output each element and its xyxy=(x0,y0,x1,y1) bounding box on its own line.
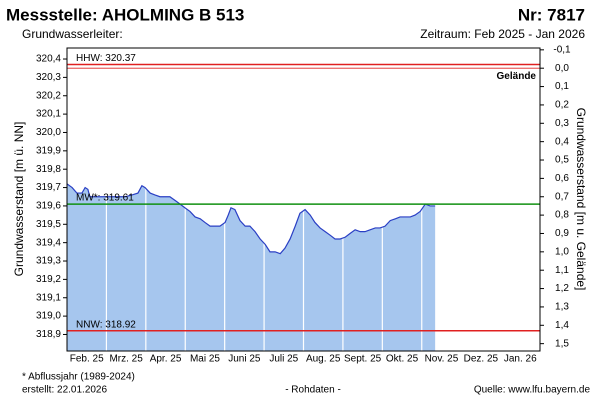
y-tick-label: 320,1 xyxy=(36,109,61,120)
y2-tick-label: 0,6 xyxy=(555,173,569,184)
area-line xyxy=(66,183,436,255)
x-tick-label: Dez. 25 xyxy=(464,354,499,365)
y-tick-label: 319,3 xyxy=(36,256,61,267)
ground-label: Gelände xyxy=(497,71,537,82)
y2-tick-label: 0,3 xyxy=(555,118,569,129)
y2-tick-label: 0,2 xyxy=(555,100,569,111)
y2-tick-label: 1,5 xyxy=(555,338,569,349)
y2-tick-label: 0,4 xyxy=(555,136,569,147)
y-tick-label: 318,9 xyxy=(36,329,61,340)
y2-tick-label: 0,5 xyxy=(555,155,569,166)
y2-tick-label: 0,0 xyxy=(555,63,569,74)
y2-axis-label: Grundwasserstand [m u. Gelände] xyxy=(574,108,588,291)
x-tick-label: Juni 25 xyxy=(228,354,261,365)
y2-tick-label: 0,7 xyxy=(555,191,569,202)
y2-tick-label: 1,2 xyxy=(555,283,569,294)
y-tick-label: 319,2 xyxy=(36,274,61,285)
reference-label: NNW: 318.92 xyxy=(76,319,136,330)
x-tick-label: Juli 25 xyxy=(269,354,298,365)
y-tick-label: 319,0 xyxy=(36,311,61,322)
station-number: Nr: 7817 xyxy=(518,5,585,24)
y2-tick-label: 1,3 xyxy=(555,302,569,313)
y-tick-label: 319,1 xyxy=(36,292,61,303)
y2-tick-label: 1,4 xyxy=(555,320,569,331)
x-tick-label: Okt. 25 xyxy=(386,354,419,365)
footnote: * Abflussjahr (1989-2024) xyxy=(22,372,135,383)
x-tick-label: Apr. 25 xyxy=(150,354,182,365)
y-tick-label: 319,7 xyxy=(36,182,61,193)
y-tick-label: 320,3 xyxy=(36,72,61,83)
x-tick-label: Feb. 25 xyxy=(70,354,104,365)
data-note: - Rohdaten - xyxy=(285,385,341,396)
x-tick-label: Nov. 25 xyxy=(425,354,459,365)
y-tick-label: 319,6 xyxy=(36,201,61,212)
reference-label: MW*: 319.61 xyxy=(76,193,134,204)
source-link[interactable]: Quelle: www.lfu.bayern.de xyxy=(474,385,591,396)
period: Zeitraum: Feb 2025 - Jan 2026 xyxy=(420,27,585,41)
chart-title: Messstelle: AHOLMING B 513 xyxy=(6,5,244,24)
y-axis-label: Grundwasserstand [m ü. NN] xyxy=(12,122,26,277)
x-tick-label: Sept. 25 xyxy=(344,354,382,365)
y-tick-label: 319,9 xyxy=(36,145,61,156)
y2-tick-label: 1,1 xyxy=(555,265,569,276)
subtitle: Grundwasserleiter: xyxy=(22,27,123,41)
y2-tick-label: 0,9 xyxy=(555,228,569,239)
x-tick-label: Aug. 25 xyxy=(306,354,341,365)
y2-tick-label: 0,1 xyxy=(555,81,569,92)
y2-tick-label: 1,0 xyxy=(555,246,569,257)
x-tick-label: Jan. 26 xyxy=(504,354,537,365)
y-tick-label: 319,4 xyxy=(36,237,61,248)
plot-frame xyxy=(66,47,541,352)
y-tick-label: 320,0 xyxy=(36,127,61,138)
y2-tick-label: -0,1 xyxy=(553,44,571,55)
x-tick-label: Mai 25 xyxy=(190,354,220,365)
x-tick-label: Mrz. 25 xyxy=(109,354,143,365)
reference-label: HHW: 320.37 xyxy=(76,53,136,64)
y-tick-label: 320,2 xyxy=(36,90,61,101)
y-tick-label: 319,8 xyxy=(36,164,61,175)
y-tick-label: 319,5 xyxy=(36,219,61,230)
y2-tick-label: 0,8 xyxy=(555,210,569,221)
y-tick-label: 320,4 xyxy=(36,54,61,65)
created-date: erstellt: 22.01.2026 xyxy=(22,385,107,396)
